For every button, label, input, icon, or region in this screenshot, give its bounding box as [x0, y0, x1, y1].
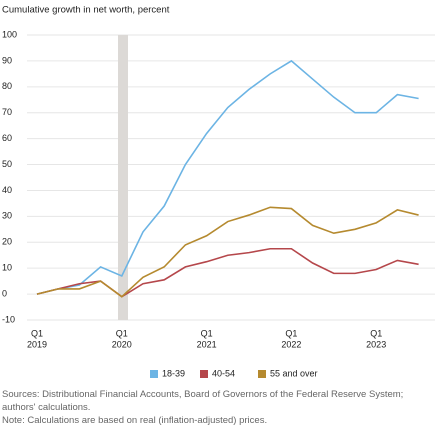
series-line: [36, 59, 419, 295]
series-line: [36, 206, 419, 298]
y-tick-label: 80: [2, 81, 12, 91]
legend-label: 55 and over: [270, 368, 318, 378]
legend-swatch: [258, 370, 266, 378]
legend-label: 40-54: [212, 368, 235, 378]
note: Note: Calculations are based on real (in…: [2, 415, 268, 426]
y-tick-label: 40: [2, 185, 12, 195]
y-tick-label: 70: [2, 107, 12, 117]
chart: Cumulative growth in net worth, percent …: [2, 5, 435, 378]
recession-band: [118, 35, 128, 320]
x-tick-label: Q1: [285, 328, 297, 338]
y-tick-label: 30: [2, 211, 12, 221]
x-tick-year: 2021: [197, 339, 217, 349]
sources: Sources: Distributional Financial Accoun…: [2, 389, 404, 413]
x-tick-label: Q1: [31, 328, 43, 338]
y-tick-label: 100: [2, 29, 17, 39]
x-tick-year: 2023: [366, 339, 386, 349]
x-tick-year: 2020: [112, 339, 132, 349]
chart-title: Cumulative growth in net worth, percent: [2, 5, 170, 16]
y-tick-label: 0: [2, 288, 7, 298]
x-tick-label: Q1: [116, 328, 128, 338]
legend-swatch: [200, 370, 208, 378]
notes: Sources: Distributional Financial Accoun…: [2, 388, 438, 427]
y-tick-label: 10: [2, 263, 12, 273]
legend-label: 18-39: [162, 368, 185, 378]
x-tick-year: 2022: [281, 339, 301, 349]
y-tick-label: 90: [2, 55, 12, 65]
y-tick-label: 50: [2, 159, 12, 169]
legend-swatch: [150, 370, 158, 378]
y-tick-label: 60: [2, 133, 12, 143]
y-tick-label: 20: [2, 237, 12, 247]
x-tick-label: Q1: [370, 328, 382, 338]
y-tick-label: -10: [2, 314, 15, 324]
x-tick-year: 2019: [27, 339, 47, 349]
x-tick-label: Q1: [201, 328, 213, 338]
